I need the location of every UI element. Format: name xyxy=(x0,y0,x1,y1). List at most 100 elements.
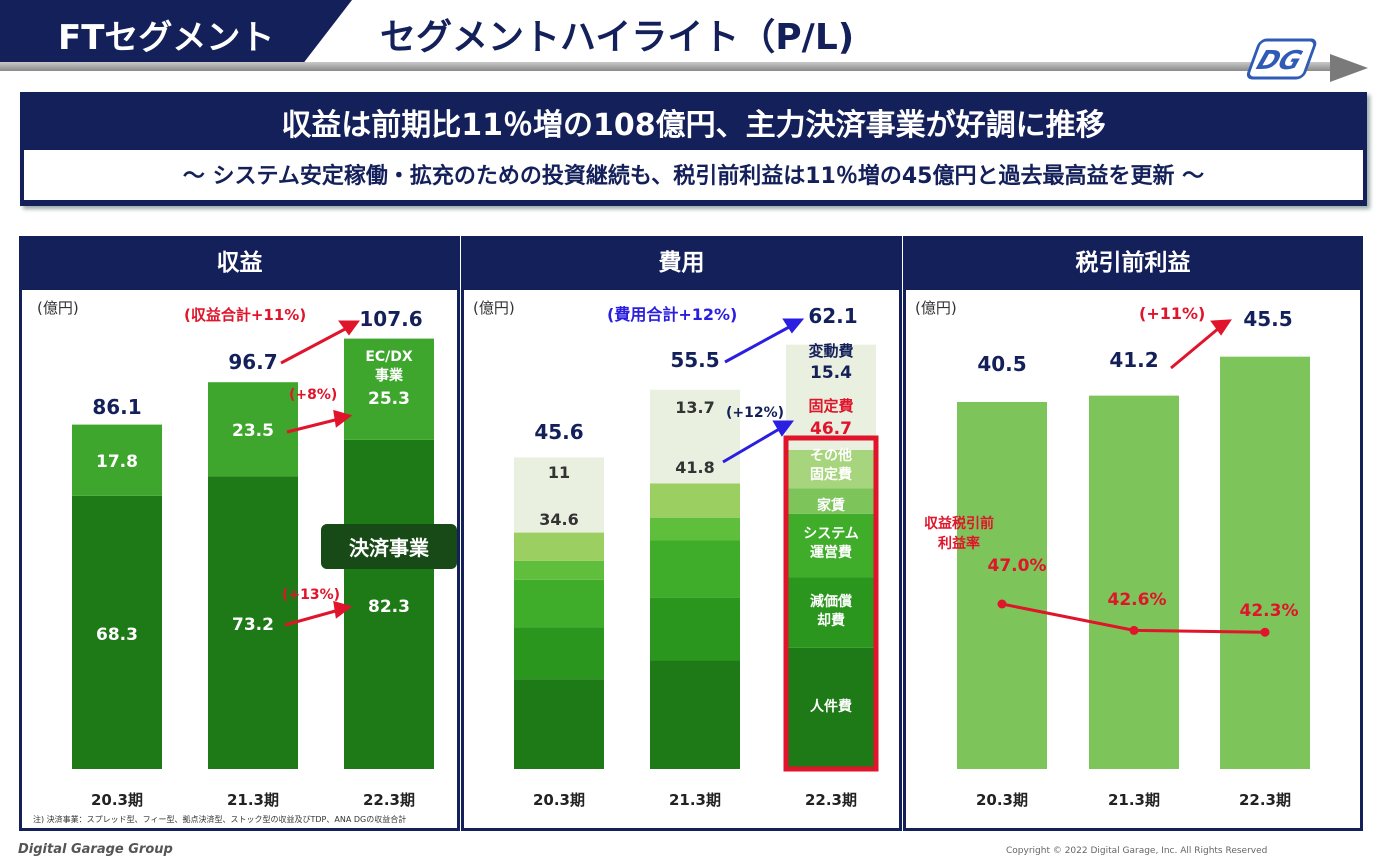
segment-banner: FTセグメント xyxy=(0,0,352,64)
revenue-xlabel-3: 22.3期 xyxy=(363,791,415,809)
profit-value-1: 40.5 xyxy=(977,352,1026,376)
cost-total-3: 62.1 xyxy=(808,304,857,328)
cost-panel: 費用 (億円) 20.3期 21.3期 22.3期 45.6 55.5 62.1… xyxy=(461,236,902,831)
revenue-ec-1: 17.8 xyxy=(96,452,138,472)
fixed-cost-label: 固定費 xyxy=(808,397,853,415)
revenue-note: 注) 決済事業：スプレッド型、フィー型、拠点決済型、ストック型の収益及びTDP、… xyxy=(33,814,406,824)
margin-value-1: 47.0% xyxy=(988,556,1047,576)
profit-xlabel-1: 20.3期 xyxy=(976,791,1028,809)
fixed-rent-label: 家賃 xyxy=(817,497,845,514)
fixed-cost-highlight xyxy=(783,435,879,772)
cost-bar-fixed-part2-2 xyxy=(650,597,740,661)
cost-bar-fixed-part2-3 xyxy=(786,577,876,648)
revenue-unit: (億円) xyxy=(37,299,79,317)
revenue-ec-label-1: EC/DX xyxy=(365,349,413,365)
fixed-depr-label-1: 減価償 xyxy=(810,593,853,610)
revenue-xlabel-2: 21.3期 xyxy=(227,791,279,809)
cost-bar-fixed-part3-3 xyxy=(786,513,876,578)
cost-total-1: 45.6 xyxy=(534,420,583,444)
revenue-ec-2: 23.5 xyxy=(232,421,274,441)
payment-label-box xyxy=(321,524,457,569)
revenue-pay-3: 82.3 xyxy=(368,597,410,617)
profit-axis-footer xyxy=(906,766,1360,828)
revenue-total-2: 96.7 xyxy=(228,350,277,374)
profit-xlabel-3: 22.3期 xyxy=(1239,791,1291,809)
revenue-bar-payment-2 xyxy=(208,476,298,769)
cost-var-2: 13.7 xyxy=(675,398,714,417)
cost-fixed-3: 46.7 xyxy=(810,419,852,439)
key-message-sub-box: ～ システム安定稼働・拡充のための投資継続も、税引前利益は11％増の45億円と過… xyxy=(24,150,1363,200)
revenue-growth-ec: (+8%) xyxy=(289,387,337,403)
revenue-bar-ecdx-1 xyxy=(72,424,162,496)
cost-var-1: 11 xyxy=(548,463,570,482)
cost-growth-fixed: (+12%) xyxy=(726,405,784,421)
cost-bar-variable-2 xyxy=(650,389,740,484)
profit-bar-3 xyxy=(1220,356,1310,769)
profit-chart: (億円) 20.3期 21.3期 22.3期 40.5 41.2 45.5 (+… xyxy=(915,299,1310,809)
profit-unit: (億円) xyxy=(915,299,957,317)
revenue-growth-pay: (+13%) xyxy=(282,587,340,603)
profit-panel-title: 税引前利益 xyxy=(1075,250,1191,276)
cost-bar-fixed-part5-1 xyxy=(514,532,604,561)
cost-var-3: 15.4 xyxy=(810,363,852,383)
revenue-ec-3: 25.3 xyxy=(368,389,410,409)
profit-value-3: 45.5 xyxy=(1243,307,1292,331)
cost-unit: (億円) xyxy=(473,299,515,317)
revenue-xlabel-1: 20.3期 xyxy=(91,791,143,809)
cost-xlabel-1: 20.3期 xyxy=(533,791,585,809)
fixed-system-label-2: 運営費 xyxy=(810,544,852,561)
profit-bar-2 xyxy=(1089,395,1179,769)
cost-bar-fixed-part1-1 xyxy=(514,679,604,769)
page-title: セグメントハイライト（P/L) xyxy=(380,17,855,58)
cost-bar-fixed-part4-2 xyxy=(650,517,740,541)
cost-bar-variable-3 xyxy=(786,344,876,450)
revenue-panel-title: 収益 xyxy=(216,250,263,276)
key-message-main: 収益は前期比11％増の108億円、主力決済事業が好調に推移 xyxy=(281,108,1106,143)
footer-logo: Digital Garage Group xyxy=(18,842,173,857)
fixed-other-label-2: 固定費 xyxy=(810,466,852,483)
header-rule xyxy=(0,62,1330,71)
revenue-growth-total: (収益合計+11%) xyxy=(184,306,306,324)
cost-bar-variable-1 xyxy=(514,457,604,533)
margin-point-2 xyxy=(1129,625,1139,635)
cost-total-2: 55.5 xyxy=(670,348,719,372)
revenue-axis-footer xyxy=(22,766,457,828)
cost-bar-fixed-part1-3 xyxy=(786,647,876,769)
cost-axis-footer xyxy=(464,766,899,828)
cost-xlabel-2: 21.3期 xyxy=(669,791,721,809)
cost-bar-fixed-part4-1 xyxy=(514,560,604,580)
key-message: 収益は前期比11％増の108億円、主力決済事業が好調に推移 ～ システム安定稼働… xyxy=(20,92,1367,206)
key-message-sub: ～ システム安定稼働・拡充のための投資継続も、税引前利益は11％増の45億円と過… xyxy=(182,164,1205,189)
profit-bar-1 xyxy=(957,401,1047,769)
margin-label-2: 利益率 xyxy=(938,535,980,552)
cost-fixed-2: 41.8 xyxy=(675,458,714,477)
cost-bar-fixed-part1-2 xyxy=(650,660,740,769)
cost-bar-fixed-part4-3 xyxy=(786,488,876,514)
copyright: Copyright © 2022 Digital Garage, Inc. Al… xyxy=(1006,846,1268,856)
cost-bar-fixed-part5-3 xyxy=(786,449,876,489)
cost-bar-fixed-part3-1 xyxy=(514,579,604,628)
margin-value-3: 42.3% xyxy=(1240,601,1299,621)
cost-fixed-1: 34.6 xyxy=(539,510,578,529)
revenue-panel: 収益 (億円) 20.3期 21.3期 22.3期 注) 決済事業：スプレッド型… xyxy=(19,236,460,831)
revenue-pay-1: 68.3 xyxy=(96,625,138,645)
cost-xlabel-3: 22.3期 xyxy=(805,791,857,809)
revenue-bar-ecdx-2 xyxy=(208,382,298,477)
profit-growth: (+11%) xyxy=(1139,304,1205,323)
cost-chart: (億円) 20.3期 21.3期 22.3期 45.6 55.5 62.1 11… xyxy=(473,299,879,809)
margin-point-1 xyxy=(997,599,1007,609)
revenue-bar-payment-3 xyxy=(344,439,434,769)
revenue-total-1: 86.1 xyxy=(92,395,141,419)
cost-growth-total: (費用合計+12%) xyxy=(607,305,737,324)
fixed-depr-label-2: 却費 xyxy=(817,612,845,629)
revenue-total-3: 107.6 xyxy=(359,307,422,331)
revenue-ec-label-2: 事業 xyxy=(375,367,404,384)
dg-logo-icon: DG xyxy=(1246,38,1368,82)
fixed-personnel-label: 人件費 xyxy=(810,698,852,715)
segment-label: FTセグメント xyxy=(58,18,275,58)
variable-cost-label: 変動費 xyxy=(808,342,853,360)
revenue-bar-ecdx-3 xyxy=(344,338,434,440)
profit-xlabel-2: 21.3期 xyxy=(1108,791,1160,809)
cost-panel-title: 費用 xyxy=(658,250,705,276)
margin-label-1: 収益税引前 xyxy=(924,515,994,532)
